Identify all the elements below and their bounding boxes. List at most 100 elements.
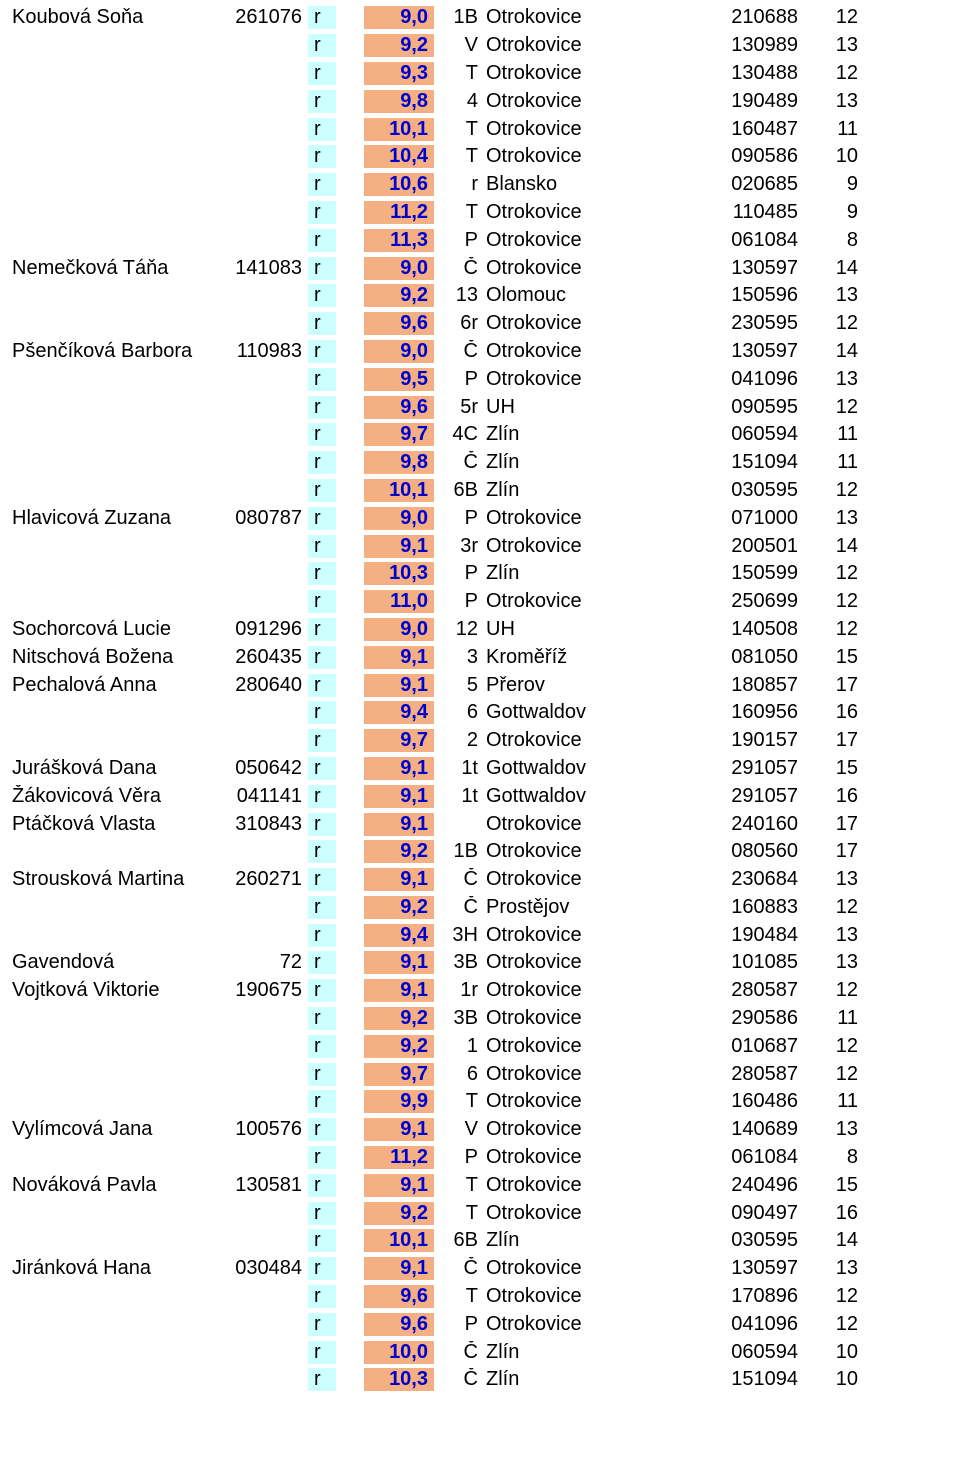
athlete-name: Gavendová bbox=[8, 951, 218, 974]
result-value: 9,1 bbox=[364, 979, 434, 1002]
r-marker: r bbox=[308, 90, 336, 113]
athlete-id: 261076 bbox=[218, 6, 308, 29]
r-marker: r bbox=[308, 729, 336, 752]
r-marker: r bbox=[308, 479, 336, 502]
date-code: 041096 bbox=[674, 368, 804, 391]
table-row: r9,46Gottwaldov16095616 bbox=[8, 699, 952, 727]
location: Otrokovice bbox=[484, 340, 674, 363]
result-value: 9,0 bbox=[364, 6, 434, 29]
result-value: 11,3 bbox=[364, 229, 434, 252]
result-value: 9,0 bbox=[364, 257, 434, 280]
result-value: 9,2 bbox=[364, 1202, 434, 1225]
category-code: Č bbox=[434, 1368, 484, 1391]
category-code: Č bbox=[434, 451, 484, 474]
rank-value: 9 bbox=[804, 173, 864, 196]
result-value: 9,0 bbox=[364, 507, 434, 530]
table-row: r9,6POtrokovice04109612 bbox=[8, 1310, 952, 1338]
location: Otrokovice bbox=[484, 1285, 674, 1308]
table-row: Jurášková Dana050642r9,11tGottwaldov2910… bbox=[8, 755, 952, 783]
date-code: 020685 bbox=[674, 173, 804, 196]
date-code: 291057 bbox=[674, 757, 804, 780]
category-code: 1B bbox=[434, 840, 484, 863]
location: Zlín bbox=[484, 1368, 674, 1391]
location: UH bbox=[484, 396, 674, 419]
category-code: 12 bbox=[434, 618, 484, 641]
rank-value: 17 bbox=[804, 729, 864, 752]
category-code: P bbox=[434, 562, 484, 585]
r-marker: r bbox=[308, 646, 336, 669]
rank-value: 16 bbox=[804, 785, 864, 808]
table-row: Pšenčíková Barbora110983r9,0ČOtrokovice1… bbox=[8, 338, 952, 366]
date-code: 041096 bbox=[674, 1313, 804, 1336]
date-code: 160486 bbox=[674, 1090, 804, 1113]
result-value: 9,2 bbox=[364, 1035, 434, 1058]
table-row: r10,4TOtrokovice09058610 bbox=[8, 143, 952, 171]
location: Otrokovice bbox=[484, 979, 674, 1002]
table-row: Koubová Soňa261076r9,01BOtrokovice210688… bbox=[8, 4, 952, 32]
athlete-id: 050642 bbox=[218, 757, 308, 780]
r-marker: r bbox=[308, 1090, 336, 1113]
date-code: 160883 bbox=[674, 896, 804, 919]
location: Otrokovice bbox=[484, 1007, 674, 1030]
category-code: 1r bbox=[434, 979, 484, 1002]
rank-value: 16 bbox=[804, 1202, 864, 1225]
result-value: 11,0 bbox=[364, 590, 434, 613]
rank-value: 13 bbox=[804, 34, 864, 57]
result-value: 11,2 bbox=[364, 201, 434, 224]
r-marker: r bbox=[308, 1257, 336, 1280]
athlete-name: Žákovicová Věra bbox=[8, 785, 218, 808]
rank-value: 13 bbox=[804, 284, 864, 307]
location: Přerov bbox=[484, 674, 674, 697]
athlete-id: 72 bbox=[218, 951, 308, 974]
rank-value: 12 bbox=[804, 590, 864, 613]
athlete-id: 030484 bbox=[218, 1257, 308, 1280]
athlete-id: 041141 bbox=[218, 785, 308, 808]
result-value: 9,1 bbox=[364, 1118, 434, 1141]
date-code: 080560 bbox=[674, 840, 804, 863]
location: Otrokovice bbox=[484, 90, 674, 113]
rank-value: 12 bbox=[804, 1285, 864, 1308]
rank-value: 10 bbox=[804, 145, 864, 168]
result-value: 9,1 bbox=[364, 785, 434, 808]
date-code: 151094 bbox=[674, 1368, 804, 1391]
result-value: 9,1 bbox=[364, 813, 434, 836]
category-code: T bbox=[434, 1090, 484, 1113]
date-code: 030595 bbox=[674, 479, 804, 502]
rank-value: 11 bbox=[804, 451, 864, 474]
table-row: r9,6TOtrokovice17089612 bbox=[8, 1283, 952, 1311]
category-code: T bbox=[434, 1174, 484, 1197]
r-marker: r bbox=[308, 1313, 336, 1336]
rank-value: 14 bbox=[804, 535, 864, 558]
table-row: r9,66rOtrokovice23059512 bbox=[8, 310, 952, 338]
result-value: 9,2 bbox=[364, 896, 434, 919]
results-table: Koubová Soňa261076r9,01BOtrokovice210688… bbox=[0, 0, 960, 1398]
result-value: 10,6 bbox=[364, 173, 434, 196]
category-code: 1B bbox=[434, 6, 484, 29]
r-marker: r bbox=[308, 6, 336, 29]
category-code: Č bbox=[434, 1341, 484, 1364]
date-code: 280587 bbox=[674, 1063, 804, 1086]
location: Blansko bbox=[484, 173, 674, 196]
date-code: 160487 bbox=[674, 118, 804, 141]
athlete-name: Pechalová Anna bbox=[8, 674, 218, 697]
category-code: 4 bbox=[434, 90, 484, 113]
athlete-id: 141083 bbox=[218, 257, 308, 280]
r-marker: r bbox=[308, 201, 336, 224]
result-value: 9,6 bbox=[364, 1313, 434, 1336]
rank-value: 13 bbox=[804, 507, 864, 530]
rank-value: 8 bbox=[804, 229, 864, 252]
table-row: r9,84Otrokovice19048913 bbox=[8, 87, 952, 115]
date-code: 170896 bbox=[674, 1285, 804, 1308]
result-value: 9,5 bbox=[364, 368, 434, 391]
athlete-name: Pšenčíková Barbora bbox=[8, 340, 218, 363]
category-code: Č bbox=[434, 340, 484, 363]
r-marker: r bbox=[308, 1341, 336, 1364]
location: Otrokovice bbox=[484, 1035, 674, 1058]
date-code: 250699 bbox=[674, 590, 804, 613]
date-code: 061084 bbox=[674, 1146, 804, 1169]
table-row: r9,13rOtrokovice20050114 bbox=[8, 532, 952, 560]
athlete-id: 100576 bbox=[218, 1118, 308, 1141]
table-row: Vojtková Viktorie190675r9,11rOtrokovice2… bbox=[8, 977, 952, 1005]
table-row: r9,65rUH09059512 bbox=[8, 393, 952, 421]
date-code: 151094 bbox=[674, 451, 804, 474]
